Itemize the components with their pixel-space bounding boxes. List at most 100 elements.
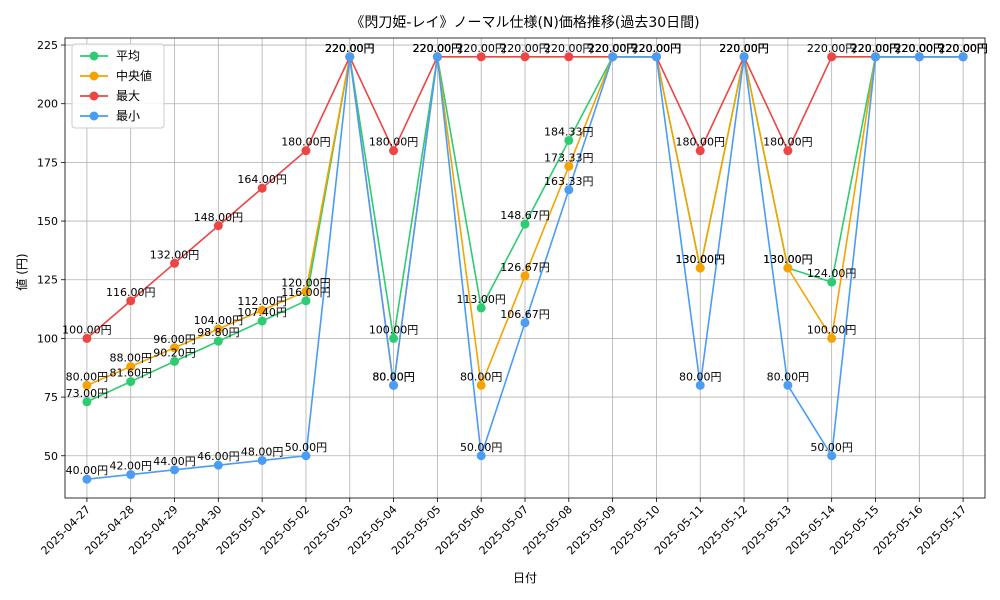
data-point: [213, 324, 223, 334]
data-label: 220.00円: [588, 42, 638, 55]
data-point: [564, 161, 574, 171]
data-label: 220.00円: [719, 42, 769, 55]
data-label: 220.00円: [325, 42, 375, 55]
data-label: 106.67円: [500, 308, 550, 321]
data-label: 220.00円: [851, 42, 901, 55]
data-label: 50.00円: [285, 441, 328, 454]
data-label: 130.00円: [763, 253, 813, 266]
data-label: 80.00円: [66, 370, 109, 383]
data-point: [827, 277, 837, 287]
data-label: 116.00円: [106, 286, 156, 299]
data-label: 164.00円: [237, 173, 287, 186]
data-point: [257, 183, 267, 193]
data-label: 220.00円: [588, 42, 638, 55]
data-point: [520, 318, 530, 328]
data-label: 50.00円: [460, 441, 503, 454]
data-point: [389, 146, 399, 156]
data-label: 98.80円: [197, 326, 240, 339]
data-label: 80.00円: [372, 370, 415, 383]
data-label: 220.00円: [413, 42, 463, 55]
data-point: [213, 336, 223, 346]
data-label: 220.00円: [938, 42, 988, 55]
data-point: [695, 380, 705, 390]
data-label: 220.00円: [632, 42, 682, 55]
data-point: [257, 455, 267, 465]
y-tick-label: 225: [37, 39, 58, 52]
data-point: [476, 52, 486, 62]
data-point: [827, 333, 837, 343]
data-point: [958, 52, 968, 62]
data-label: 220.00円: [938, 42, 988, 55]
data-point: [126, 296, 136, 306]
data-point: [827, 52, 837, 62]
data-label: 220.00円: [807, 42, 857, 55]
legend-swatch-marker: [89, 71, 99, 81]
data-point: [564, 185, 574, 195]
data-label: 80.00円: [679, 370, 722, 383]
y-tick-label: 100: [37, 332, 58, 345]
data-label: 220.00円: [719, 42, 769, 55]
data-label: 100.00円: [369, 323, 419, 336]
data-label: 220.00円: [632, 42, 682, 55]
data-label: 130.00円: [763, 253, 813, 266]
data-label: 220.00円: [413, 42, 463, 55]
data-label: 46.00円: [197, 450, 240, 463]
data-point: [695, 146, 705, 156]
data-point: [739, 52, 749, 62]
data-point: [827, 451, 837, 461]
data-label: 80.00円: [767, 370, 810, 383]
plot-frame: [64, 37, 986, 499]
data-label: 104.00円: [194, 314, 244, 327]
legend-label: 平均: [116, 49, 140, 63]
data-point: [608, 52, 618, 62]
y-tick-label: 75: [44, 391, 58, 404]
legend-label: 中央値: [116, 68, 152, 83]
legend-box: [71, 43, 165, 129]
y-tick-label: 200: [37, 98, 58, 111]
data-label: 132.00円: [150, 248, 200, 261]
legend-swatch-marker: [89, 51, 99, 61]
data-label: 80.00円: [372, 370, 415, 383]
data-label: 113.00円: [456, 293, 506, 306]
data-point: [126, 362, 136, 372]
data-label: 148.67円: [500, 209, 550, 222]
data-point: [783, 380, 793, 390]
legend-swatch-marker: [89, 91, 99, 101]
data-label: 220.00円: [588, 42, 638, 55]
legend-swatch-marker: [89, 111, 99, 121]
data-label: 48.00円: [241, 445, 284, 458]
data-point: [213, 221, 223, 231]
data-point: [695, 263, 705, 273]
data-label: 220.00円: [938, 42, 988, 55]
data-label: 80.00円: [460, 370, 503, 383]
data-point: [520, 52, 530, 62]
data-label: 116.00円: [281, 286, 331, 299]
data-label: 184.33円: [544, 125, 594, 138]
data-label: 112.00円: [237, 295, 287, 308]
data-label: 96.00円: [153, 333, 196, 346]
data-label: 120.00円: [281, 276, 331, 289]
data-point: [257, 316, 267, 326]
data-label: 220.00円: [895, 42, 945, 55]
data-label: 130.00円: [675, 253, 725, 266]
data-point: [476, 451, 486, 461]
data-label: 220.00円: [938, 42, 988, 55]
data-label: 220.00円: [719, 42, 769, 55]
legend-label: 最小: [116, 109, 140, 123]
data-label: 42.00円: [109, 460, 152, 473]
data-label: 220.00円: [544, 42, 594, 55]
data-label: 180.00円: [281, 136, 331, 149]
data-label: 73.00円: [66, 387, 109, 400]
data-label: 81.60円: [109, 367, 152, 380]
data-point: [170, 258, 180, 268]
data-point: [564, 52, 574, 62]
chart-title: 《閃刀姫-レイ》ノーマル仕様(N)価格推移(過去30日間): [350, 15, 699, 31]
data-label: 180.00円: [763, 136, 813, 149]
data-label: 180.00円: [369, 136, 419, 149]
data-point: [389, 333, 399, 343]
data-label: 220.00円: [632, 42, 682, 55]
data-point: [257, 305, 267, 315]
data-label: 130.00円: [675, 253, 725, 266]
